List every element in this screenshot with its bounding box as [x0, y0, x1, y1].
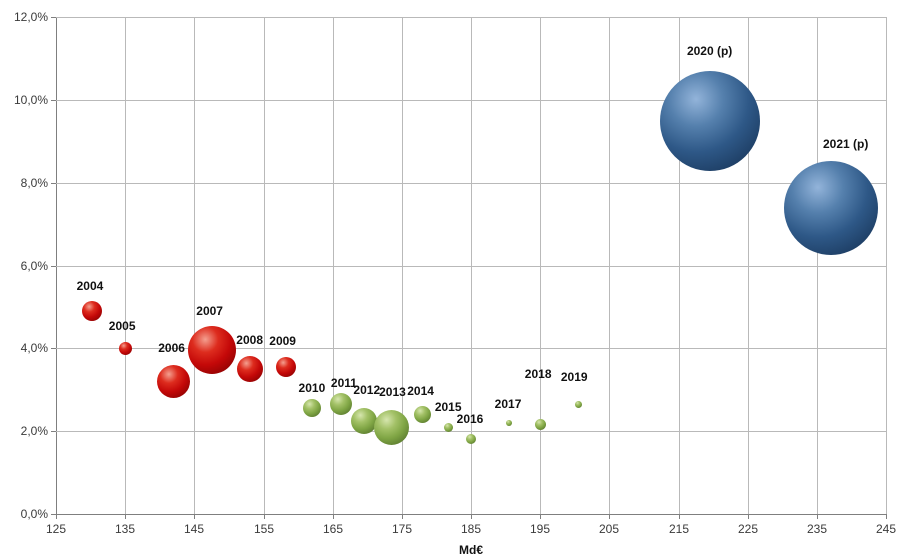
x-tick-mark — [609, 514, 610, 519]
bubble-2020-p — [659, 70, 760, 171]
x-tick-mark — [194, 514, 195, 519]
x-tick-label: 205 — [598, 522, 620, 536]
bubble-label-2011: 2011 — [330, 376, 357, 391]
y-tick-mark — [51, 514, 56, 515]
x-tick-mark — [402, 514, 403, 519]
h-gridline — [56, 348, 886, 349]
x-tick-mark — [125, 514, 126, 519]
y-tick-label: 8,0% — [20, 176, 48, 190]
x-tick-mark — [471, 514, 472, 519]
bubble-2017 — [506, 419, 513, 426]
x-tick-label: 235 — [806, 522, 828, 536]
bubble-2008 — [236, 356, 263, 383]
bubble-label-2008: 2008 — [236, 333, 264, 348]
v-gridline — [471, 17, 472, 514]
bubble-label-2017: 2017 — [494, 396, 522, 411]
x-tick-label: 165 — [322, 522, 344, 536]
y-tick-label: 12,0% — [13, 10, 48, 24]
bubble-2021-p — [783, 160, 878, 255]
bubble-2005 — [118, 341, 132, 355]
x-tick-label: 175 — [391, 522, 413, 536]
x-tick-label: 155 — [253, 522, 275, 536]
bubble-2007 — [187, 326, 236, 375]
y-tick-mark — [51, 431, 56, 432]
v-gridline — [333, 17, 334, 514]
v-gridline — [264, 17, 265, 514]
y-tick-label: 0,0% — [20, 507, 48, 521]
y-tick-mark — [51, 183, 56, 184]
h-gridline — [56, 183, 886, 184]
bubble-2018 — [534, 419, 546, 431]
y-tick-label: 4,0% — [20, 341, 48, 355]
bubble-label-2012: 2012 — [353, 382, 381, 397]
bubble-label-2018: 2018 — [524, 366, 552, 381]
bubble-2015 — [443, 422, 453, 432]
v-gridline — [609, 17, 610, 514]
y-tick-label: 2,0% — [20, 424, 48, 438]
v-gridline — [194, 17, 195, 514]
x-tick-label: 125 — [45, 522, 67, 536]
h-gridline — [56, 17, 886, 18]
x-tick-label: 185 — [460, 522, 482, 536]
bubble-label-2007: 2007 — [196, 304, 223, 319]
bubble-label-2013: 2013 — [379, 385, 406, 400]
bubble-label-2016: 2016 — [456, 412, 484, 427]
bubble-2004 — [81, 301, 102, 322]
x-tick-label: 195 — [529, 522, 551, 536]
x-tick-mark — [264, 514, 265, 519]
v-gridline — [886, 17, 887, 514]
bubble-label-2006: 2006 — [158, 341, 185, 356]
h-gridline — [56, 431, 886, 432]
v-gridline — [748, 17, 749, 514]
y-tick-mark — [51, 348, 56, 349]
x-axis-line — [56, 514, 886, 515]
v-gridline — [679, 17, 680, 514]
y-tick-mark — [51, 17, 56, 18]
y-tick-mark — [51, 266, 56, 267]
bubble-label-2005: 2005 — [108, 319, 136, 334]
x-tick-label: 135 — [114, 522, 136, 536]
x-axis-title: Md€ — [459, 543, 483, 557]
v-gridline — [402, 17, 403, 514]
v-gridline — [125, 17, 126, 514]
bubble-2009 — [275, 356, 296, 377]
bubble-2011 — [329, 393, 352, 416]
y-tick-mark — [51, 100, 56, 101]
y-tick-label: 10,0% — [13, 93, 48, 107]
x-tick-label: 245 — [875, 522, 897, 536]
bubble-2013 — [373, 409, 409, 445]
bubble-2006 — [157, 364, 191, 398]
bubble-label-2009: 2009 — [269, 333, 296, 348]
x-tick-mark — [333, 514, 334, 519]
bubble-2012 — [350, 407, 377, 434]
y-axis-line — [56, 17, 57, 514]
x-tick-mark — [679, 514, 680, 519]
bubble-label-2015: 2015 — [434, 400, 462, 415]
bubble-label-2019: 2019 — [560, 370, 588, 385]
x-tick-mark — [817, 514, 818, 519]
x-tick-label: 225 — [737, 522, 759, 536]
x-tick-mark — [748, 514, 749, 519]
bubble-label-2021-p: 2021 (p) — [822, 136, 869, 151]
x-tick-label: 215 — [668, 522, 690, 536]
bubble-label-2020-p: 2020 (p) — [686, 43, 733, 58]
bubble-label-2010: 2010 — [298, 381, 326, 396]
v-gridline — [817, 17, 818, 514]
bubble-2010 — [302, 399, 321, 418]
v-gridline — [540, 17, 541, 514]
h-gridline — [56, 266, 886, 267]
x-tick-mark — [886, 514, 887, 519]
y-tick-label: 6,0% — [20, 259, 48, 273]
x-tick-label: 145 — [183, 522, 205, 536]
bubble-2016 — [466, 434, 476, 445]
bubble-2014 — [414, 406, 432, 424]
h-gridline — [56, 100, 886, 101]
bubble-2019 — [574, 400, 582, 408]
bubble-label-2014: 2014 — [407, 383, 434, 398]
x-tick-mark — [540, 514, 541, 519]
x-tick-mark — [56, 514, 57, 519]
bubble-label-2004: 2004 — [76, 279, 104, 294]
